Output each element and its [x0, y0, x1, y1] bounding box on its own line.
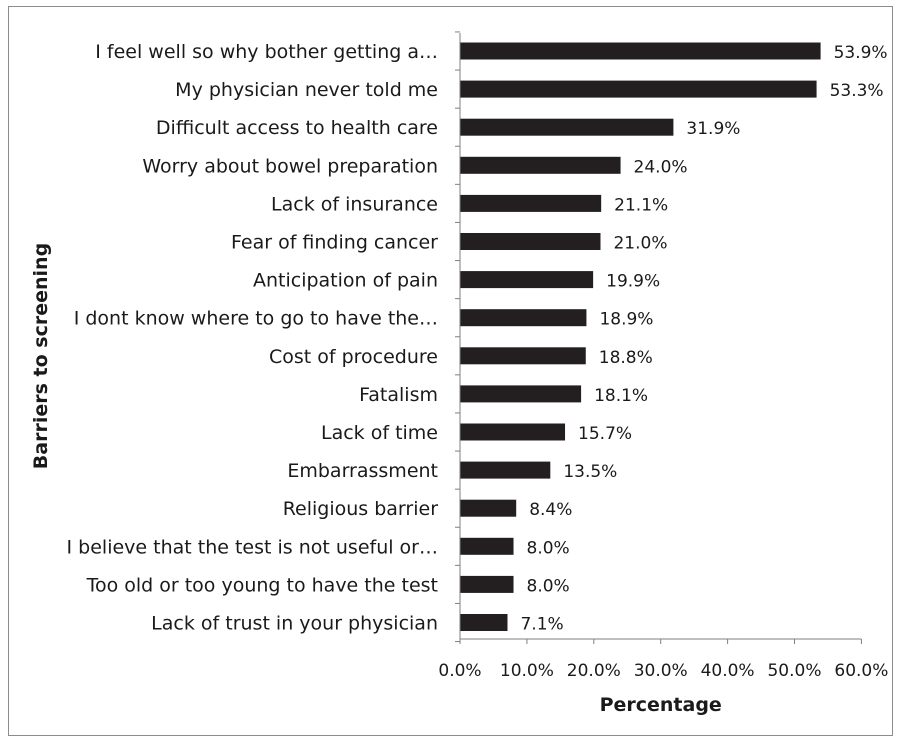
x-tick-label-2: 20.0%: [567, 661, 621, 681]
category-label-5: Fear of finding cancer: [231, 232, 438, 254]
bar-15: [460, 614, 507, 631]
category-label-11: Embarrassment: [287, 460, 438, 482]
chart-frame: I feel well so why bother getting a… My p…: [8, 6, 893, 736]
category-label-4: Lack of insurance: [271, 193, 438, 215]
bars-group: [460, 43, 821, 632]
category-label-14: Too old or too young to have the test: [86, 574, 438, 596]
category-labels-group: I feel well so why bother getting a… My p…: [67, 41, 439, 635]
category-label-1: My physician never told me: [175, 79, 438, 101]
value-label-15: 7.1%: [520, 615, 563, 635]
bar-chart: I feel well so why bother getting a… My p…: [9, 7, 894, 737]
value-label-14: 8.0%: [527, 576, 570, 596]
category-label-0: I feel well so why bother getting a…: [95, 41, 438, 63]
value-label-3: 24.0%: [634, 157, 688, 177]
x-tick-label-4: 40.0%: [701, 661, 755, 681]
value-label-9: 18.1%: [594, 386, 648, 406]
value-label-7: 18.9%: [599, 310, 653, 330]
value-label-1: 53.3%: [830, 81, 884, 101]
value-label-4: 21.1%: [614, 195, 668, 215]
value-label-0: 53.9%: [834, 43, 888, 63]
category-label-12: Religious barrier: [283, 498, 439, 520]
value-label-12: 8.4%: [529, 500, 572, 520]
value-label-8: 18.8%: [599, 348, 653, 368]
category-label-3: Worry about bowel preparation: [142, 155, 438, 177]
category-label-6: Anticipation of pain: [253, 270, 438, 292]
category-label-10: Lack of time: [321, 422, 438, 444]
value-label-5: 21.0%: [613, 234, 667, 254]
bar-4: [460, 195, 601, 212]
bar-10: [460, 424, 565, 441]
category-label-15: Lack of trust in your physician: [151, 613, 438, 635]
category-label-13: I believe that the test is not useful or…: [67, 536, 438, 558]
x-tick-label-0: 0.0%: [438, 661, 481, 681]
bar-12: [460, 500, 516, 517]
bar-3: [460, 157, 621, 174]
y-axis-title: Barriers to screening: [30, 243, 52, 469]
x-tick-label-3: 30.0%: [634, 661, 688, 681]
value-label-10: 15.7%: [578, 424, 632, 444]
bar-14: [460, 576, 514, 593]
value-label-13: 8.0%: [527, 538, 570, 558]
tick-labels-group: 0.0% 10.0% 20.0% 30.0% 40.0% 50.0% 60.0%: [438, 661, 888, 681]
category-label-9: Fatalism: [359, 384, 438, 406]
bar-5: [460, 233, 600, 250]
bar-9: [460, 385, 581, 402]
x-tick-label-6: 60.0%: [834, 661, 888, 681]
x-axis-title: Percentage: [600, 694, 722, 716]
x-tick-label-1: 10.0%: [500, 661, 554, 681]
bar-2: [460, 119, 673, 136]
bar-7: [460, 309, 586, 326]
category-label-2: Difficult access to health care: [156, 117, 438, 139]
bar-1: [460, 81, 817, 98]
bar-8: [460, 347, 586, 364]
x-tick-label-5: 50.0%: [767, 661, 821, 681]
value-label-6: 19.9%: [606, 272, 660, 292]
bar-11: [460, 462, 550, 479]
bar-13: [460, 538, 514, 555]
bar-6: [460, 271, 593, 288]
value-label-2: 31.9%: [686, 119, 740, 139]
bar-0: [460, 43, 821, 60]
value-label-11: 13.5%: [563, 462, 617, 482]
category-label-8: Cost of procedure: [269, 346, 438, 368]
category-label-7: I dont know where to go to have the…: [74, 308, 438, 330]
